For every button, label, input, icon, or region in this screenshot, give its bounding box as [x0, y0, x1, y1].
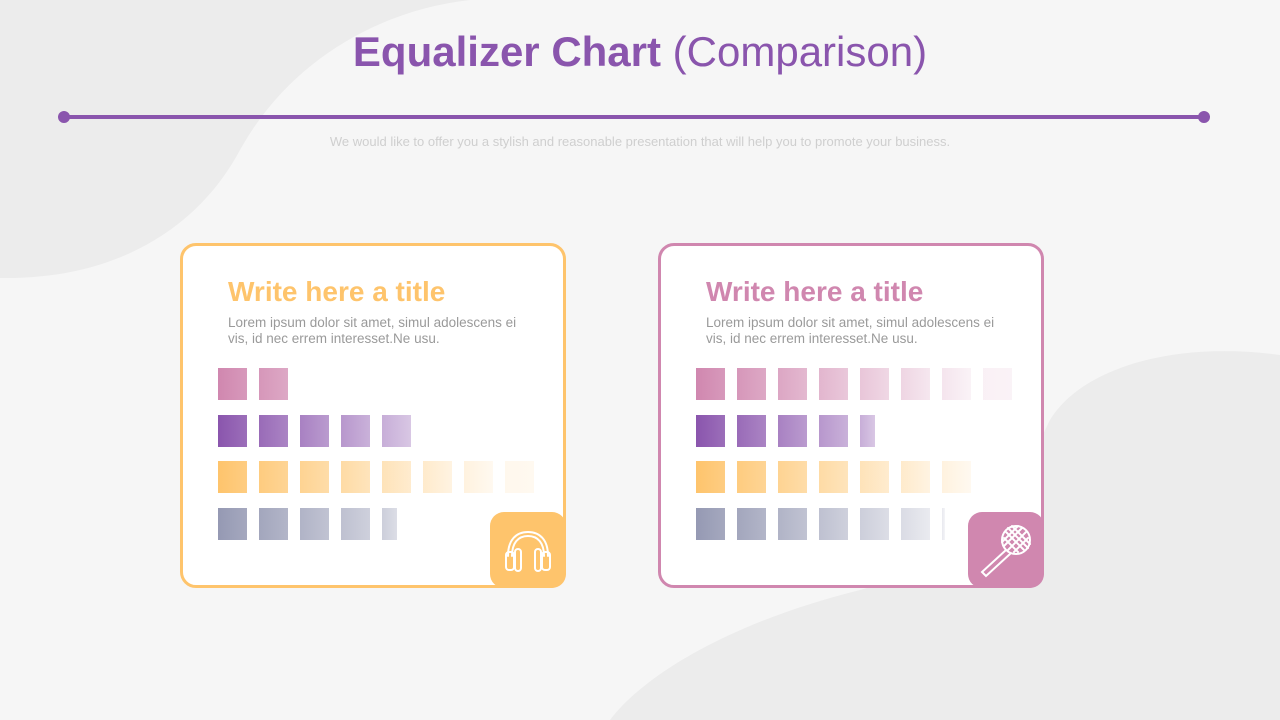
- title-bold: Equalizer Chart: [352, 28, 661, 75]
- equalizer-cell: [218, 461, 247, 493]
- equalizer-cell: [300, 414, 329, 447]
- equalizer-cell: [819, 368, 848, 400]
- equalizer-cell: [737, 461, 766, 493]
- bottom-right-blob: [610, 351, 1280, 720]
- equalizer-cell: [819, 414, 848, 447]
- divider-left-dot: [58, 111, 70, 123]
- equalizer-cell: [341, 414, 370, 447]
- top-left-blob: [0, 0, 470, 279]
- equalizer-cell: [259, 368, 288, 400]
- equalizer-cell: [382, 507, 397, 540]
- equalizer-cell: [901, 461, 930, 493]
- equalizer-cell: [696, 461, 725, 493]
- card-description: Lorem ipsum dolor sit amet, simul adoles…: [706, 315, 995, 346]
- comparison-card-right: Write here a title Lorem ipsum dolor sit…: [658, 243, 1044, 588]
- equalizer-cell: [901, 368, 930, 400]
- equalizer-cell: [860, 414, 875, 447]
- title-divider: [64, 115, 1204, 119]
- equalizer-cell: [819, 507, 848, 540]
- equalizer-cell: [505, 461, 534, 493]
- equalizer-cell: [341, 461, 370, 493]
- page-title: Equalizer Chart (Comparison): [0, 28, 1280, 76]
- equalizer-cell: [942, 461, 971, 493]
- equalizer-cell: [983, 368, 1012, 400]
- equalizer-cell: [382, 414, 411, 447]
- equalizer-cell: [696, 414, 725, 447]
- equalizer-cell: [737, 507, 766, 540]
- equalizer-row-pink: [696, 368, 1026, 400]
- comparison-card-left: Write here a title Lorem ipsum dolor sit…: [180, 243, 566, 588]
- equalizer-cell: [819, 461, 848, 493]
- microphone-badge: [968, 512, 1044, 588]
- headphones-badge: [490, 512, 566, 588]
- equalizer-cell: [259, 507, 288, 540]
- equalizer-cell: [218, 368, 247, 400]
- equalizer-cell: [382, 461, 411, 493]
- headphones-icon: [505, 530, 551, 572]
- equalizer-cell: [778, 461, 807, 493]
- equalizer-row-orange: [218, 461, 548, 493]
- equalizer-row-purple: [218, 414, 548, 447]
- equalizer-cell: [942, 507, 945, 540]
- equalizer-cell: [860, 507, 889, 540]
- equalizer-cell: [860, 461, 889, 493]
- equalizer-cell: [259, 461, 288, 493]
- title-light: (Comparison): [672, 28, 928, 75]
- equalizer-row-slate: [218, 507, 548, 540]
- card-description: Lorem ipsum dolor sit amet, simul adoles…: [228, 315, 517, 346]
- card-title: Write here a title: [706, 276, 924, 307]
- equalizer-cell: [259, 414, 288, 447]
- equalizer-cell: [860, 368, 889, 400]
- equalizer-row-slate: [696, 507, 1026, 540]
- equalizer-cell: [737, 368, 766, 400]
- page-subtitle: We would like to offer you a stylish and…: [329, 134, 951, 149]
- equalizer-row-orange: [696, 461, 1026, 493]
- equalizer-row-pink: [218, 368, 548, 400]
- equalizer-cell: [341, 507, 370, 540]
- equalizer-cell: [218, 507, 247, 540]
- equalizer-row-purple: [696, 414, 1026, 447]
- card-title: Write here a title: [228, 276, 446, 307]
- equalizer-cell: [696, 368, 725, 400]
- divider-right-dot: [1198, 111, 1210, 123]
- equalizer-cell: [778, 414, 807, 447]
- equalizer-cell: [737, 414, 766, 447]
- equalizer-cell: [300, 461, 329, 493]
- equalizer-cell: [778, 368, 807, 400]
- equalizer-cell: [218, 414, 247, 447]
- equalizer-cell: [901, 507, 930, 540]
- equalizer-cell: [942, 368, 971, 400]
- equalizer-cell: [423, 461, 452, 493]
- equalizer-cell: [464, 461, 493, 493]
- equalizer-cell: [696, 507, 725, 540]
- microphone-icon: [980, 525, 1031, 578]
- equalizer-cell: [300, 507, 329, 540]
- equalizer-cell: [778, 507, 807, 540]
